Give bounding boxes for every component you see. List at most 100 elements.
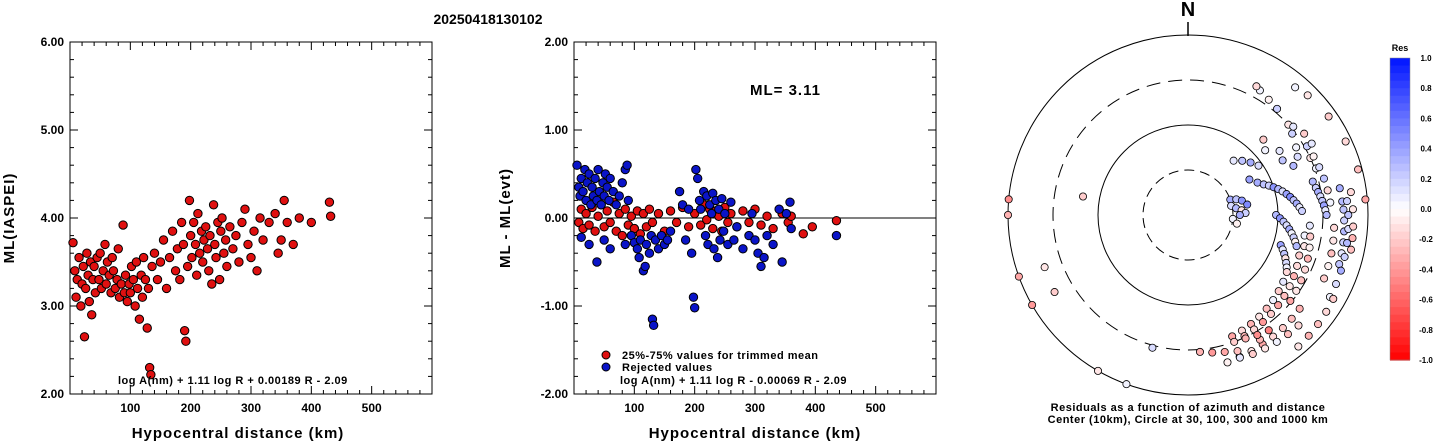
data-point: [715, 235, 725, 245]
station-point: [1286, 296, 1295, 305]
data-point: [116, 279, 126, 289]
station-point: [1233, 347, 1242, 356]
station-point: [1294, 321, 1303, 330]
data-point: [644, 204, 655, 214]
legend-label-rejected: Rejected values: [622, 362, 713, 374]
station-point: [1308, 177, 1317, 186]
data-point: [686, 248, 697, 258]
station-point: [1314, 320, 1323, 329]
station-point: [1004, 210, 1013, 219]
y-tick-label: 0.00: [545, 211, 569, 225]
data-point: [605, 244, 615, 254]
data-point: [108, 266, 119, 276]
polar-residual-panel: N Residuals as a function of azimuth and…: [1004, 0, 1370, 426]
data-point: [149, 248, 160, 258]
station-point: [1040, 263, 1049, 272]
station-point: [1361, 195, 1370, 204]
colorbar-cell: [1390, 276, 1410, 286]
data-point: [100, 239, 110, 250]
data-point: [243, 239, 253, 250]
colorbar-cell: [1390, 322, 1410, 331]
data-point: [294, 213, 304, 223]
y-tick-label: 1.00: [545, 123, 569, 137]
x-tick-label: 300: [241, 401, 261, 415]
station-point: [1278, 324, 1287, 333]
station-point: [1340, 216, 1349, 225]
data-point: [122, 296, 133, 307]
data-point: [74, 252, 84, 263]
data-point: [617, 178, 627, 188]
data-point: [632, 244, 643, 254]
data-point: [182, 261, 193, 272]
data-point: [167, 226, 178, 236]
data-point: [604, 195, 614, 206]
data-point: [94, 274, 104, 285]
data-point: [738, 206, 748, 216]
ring-30km: [1142, 169, 1234, 261]
data-point: [170, 266, 181, 276]
colorbar-cell: [1390, 163, 1410, 172]
x-axis-label: Hypocentral distance (km): [132, 425, 345, 441]
y-tick-label: 2.00: [41, 387, 65, 401]
colorbar-cell: [1390, 299, 1410, 308]
station-point: [1305, 243, 1314, 252]
data-point: [220, 235, 231, 245]
colorbar-tick-label: -0.2: [1419, 235, 1433, 244]
y-tick-label: 5.00: [41, 123, 65, 137]
colorbar-cell: [1390, 307, 1410, 316]
station-point: [1293, 152, 1302, 161]
data-point: [720, 208, 730, 219]
station-point: [1346, 188, 1355, 197]
colorbar-frame: [1389, 57, 1411, 361]
data-point: [107, 252, 117, 263]
ml-vs-distance-panel: 100 200 300 400 500 2.00 3.00 4.00 5.00 6.00 log …: [1, 35, 433, 441]
data-point: [158, 235, 169, 245]
colorbar-cell: [1390, 141, 1410, 150]
data-point: [179, 325, 190, 336]
colorbar-cell: [1390, 110, 1410, 119]
data-point: [120, 270, 131, 280]
data-point: [717, 193, 727, 204]
data-point: [592, 257, 602, 267]
data-point: [216, 226, 226, 236]
data-point: [246, 252, 256, 263]
data-point: [762, 211, 772, 221]
station-point: [1329, 236, 1338, 245]
station-point: [1269, 296, 1278, 305]
station-point: [1264, 326, 1273, 335]
station-point: [1327, 249, 1336, 258]
data-point: [602, 206, 612, 216]
data-point: [161, 283, 172, 294]
data-point: [614, 191, 624, 201]
station-point: [1301, 265, 1310, 274]
colorbar-cell: [1390, 239, 1410, 248]
data-point: [128, 274, 139, 285]
colorbar-tick-label: -0.4: [1419, 265, 1433, 274]
station-point: [1280, 291, 1289, 300]
data-point: [671, 217, 682, 228]
station-point: [1289, 272, 1298, 281]
data-point: [210, 239, 220, 250]
colorbar-cell: [1390, 156, 1410, 165]
data-point: [228, 244, 238, 254]
colorbar-cell: [1390, 216, 1410, 225]
colorbar-cell: [1390, 314, 1410, 323]
residual-vs-distance-panel: 100 200 300 400 500 -2.00 -1.00 0.00 1.00 2.00 ML…: [497, 35, 937, 441]
station-point: [1306, 232, 1315, 241]
data-point: [68, 237, 78, 248]
colorbar-cell: [1390, 246, 1410, 255]
data-point: [648, 320, 659, 331]
data-point: [202, 244, 213, 254]
north-label: N: [1181, 0, 1195, 21]
ml-value-label: ML= 3.11: [750, 82, 821, 99]
station-point: [1272, 337, 1281, 346]
data-point: [611, 200, 621, 210]
data-point: [623, 195, 633, 206]
data-point: [680, 235, 691, 245]
station-point: [1274, 287, 1283, 296]
data-point: [146, 369, 156, 380]
data-point: [276, 235, 286, 245]
data-point: [620, 204, 630, 214]
station-point: [1298, 207, 1307, 216]
station-point: [1241, 334, 1250, 343]
